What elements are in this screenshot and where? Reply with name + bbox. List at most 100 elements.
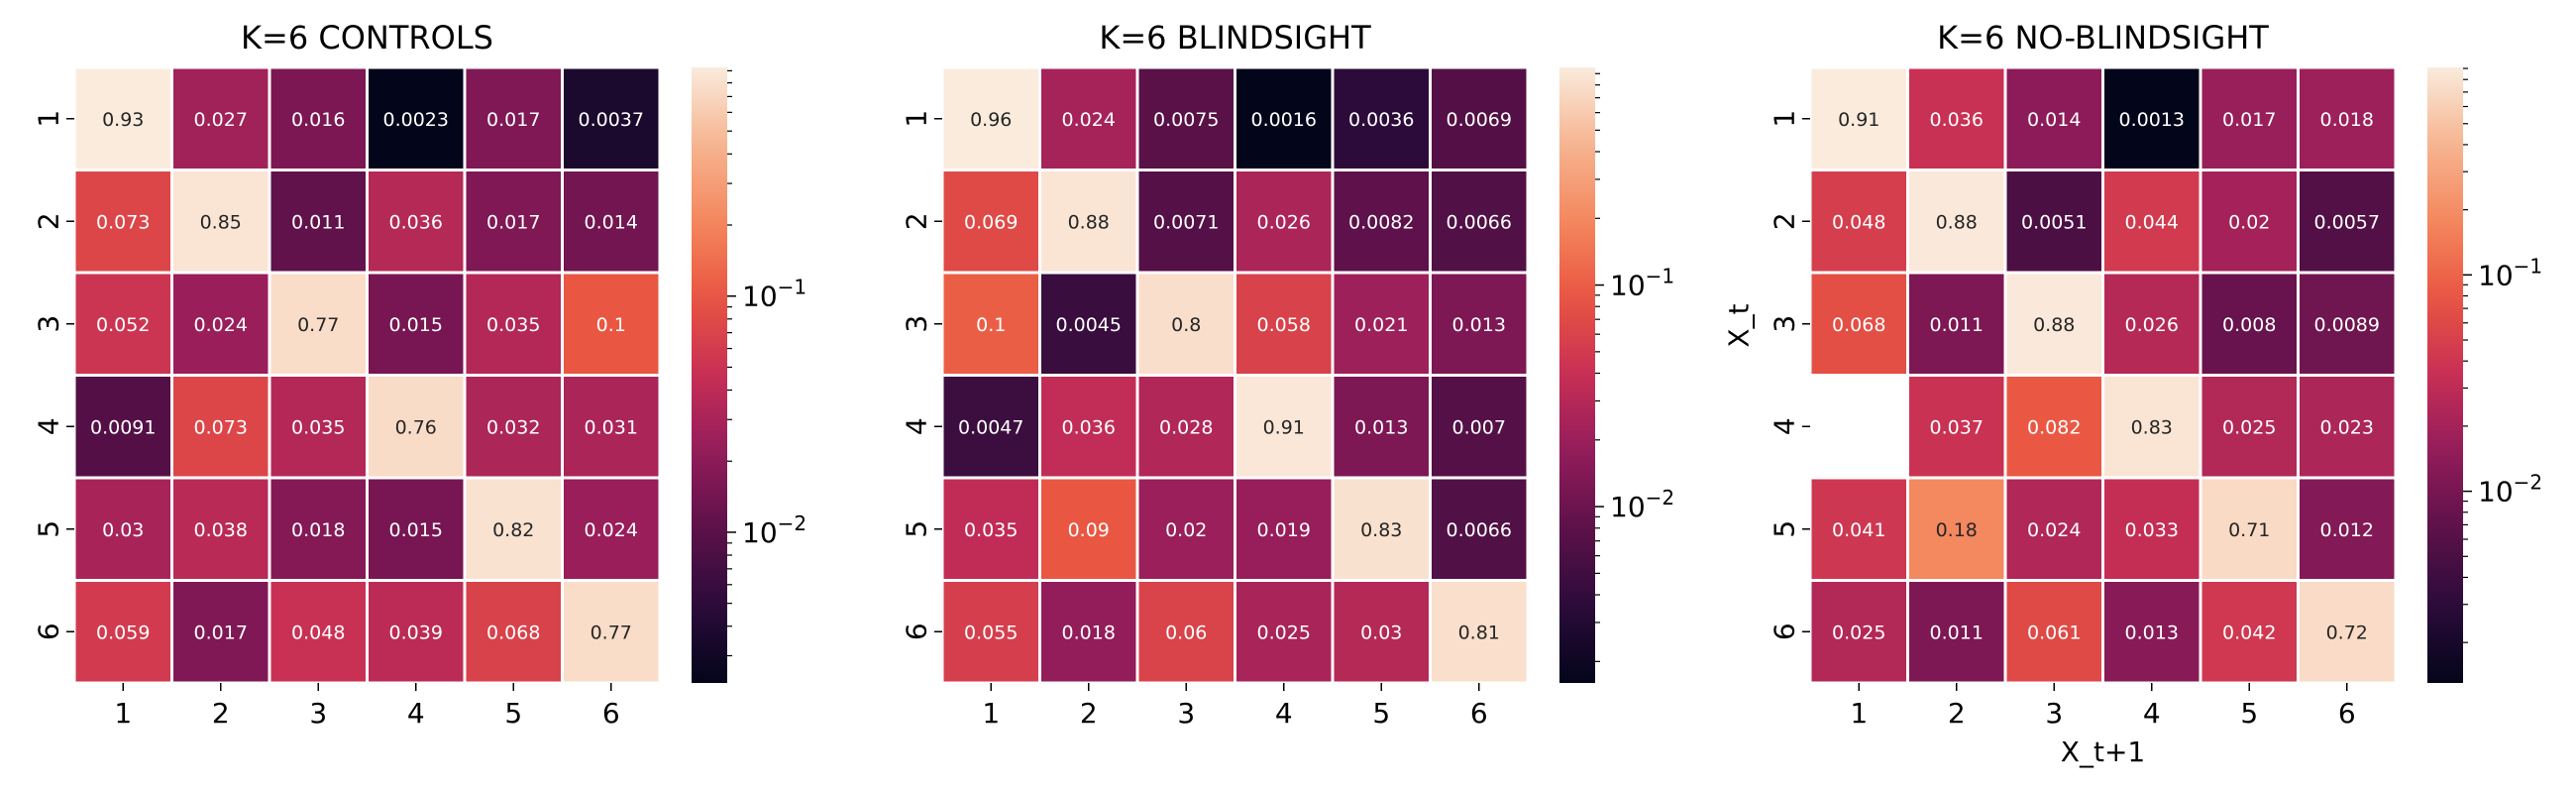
heatmap-panel-1: K=6 CONTROLS 0.93 0.027 0.016 0.0023 0.017 0.0… — [33, 19, 807, 730]
heatmap-cell — [1135, 271, 1236, 377]
cell-value-label: 0.069 — [964, 211, 1018, 233]
cell-value-label: 0.014 — [585, 211, 638, 233]
heatmap-cell — [2199, 374, 2300, 480]
cell-value-label: 0.76 — [395, 416, 437, 438]
heatmap-cell — [170, 271, 271, 377]
colorbar-gradient — [692, 67, 727, 683]
cell-value-label: 0.024 — [194, 314, 248, 336]
heatmap-cell — [1038, 271, 1139, 377]
heatmap-cell — [2199, 169, 2300, 275]
cell-value-label: 0.037 — [1930, 416, 1984, 438]
cell-value-label: 0.018 — [1062, 622, 1116, 643]
colorbar-tick-label: 10−1 — [1610, 265, 1674, 302]
cell-value-label: 0.033 — [2125, 519, 2179, 541]
heatmap-cell — [2297, 374, 2398, 480]
heatmap-cell — [1331, 579, 1432, 685]
cell-value-label: 0.0075 — [1153, 109, 1219, 131]
heatmap-cell — [1906, 374, 2007, 480]
heatmap-cell — [1906, 65, 2007, 171]
x-tick-label: 3 — [309, 697, 327, 730]
y-tick-label: 6 — [33, 623, 65, 640]
cell-value-label: 0.0066 — [1447, 519, 1512, 541]
cell-value-label: 0.007 — [1452, 416, 1506, 438]
heatmap-cell — [1429, 374, 1530, 480]
x-tick-label: 5 — [504, 697, 522, 730]
heatmap-cell — [2297, 579, 2398, 685]
cell-value-label: 0.0036 — [1348, 109, 1414, 131]
heatmap-cell — [1038, 169, 1139, 275]
cell-value-label: 0.027 — [194, 109, 248, 131]
heatmap-cell — [2003, 476, 2104, 582]
cell-value-label: 0.068 — [1832, 314, 1885, 336]
heatmap-cell — [366, 374, 467, 480]
heatmap-cell — [463, 271, 564, 377]
cell-value-label: 0.011 — [291, 211, 345, 233]
cell-value-label: 0.024 — [1062, 109, 1116, 131]
cell-value-label: 0.0045 — [1056, 314, 1122, 336]
heatmap-cell — [1135, 374, 1236, 480]
cell-value-label: 0.0023 — [383, 109, 449, 131]
cell-value-label: 0.021 — [1354, 314, 1408, 336]
panel-title: K=6 NO-BLINDSIGHT — [1937, 19, 2269, 57]
cell-value-label: 0.025 — [2222, 416, 2276, 438]
cell-value-label: 0.77 — [297, 314, 339, 336]
cell-value-label: 0.02 — [2228, 211, 2270, 233]
heatmap-cell — [1429, 169, 1530, 275]
cell-value-label: 0.015 — [389, 519, 443, 541]
cell-value-label: 0.06 — [1165, 622, 1207, 643]
heatmap-cell — [170, 65, 271, 171]
cell-value-label: 0.88 — [1068, 211, 1110, 233]
cell-value-label: 0.041 — [1832, 519, 1885, 541]
colorbar-tick-label: 10−2 — [742, 511, 806, 549]
cell-value-label: 0.048 — [1832, 211, 1885, 233]
heatmap-cell — [72, 374, 173, 480]
cell-value-label: 0.019 — [1257, 519, 1311, 541]
y-tick-label: 6 — [901, 623, 933, 640]
cell-value-label: 0.88 — [1936, 211, 1978, 233]
cell-value-label: 0.012 — [2320, 519, 2374, 541]
cell-value-label: 0.017 — [2222, 109, 2276, 131]
cell-value-label: 0.96 — [970, 109, 1012, 131]
cell-value-label: 0.0066 — [1447, 211, 1512, 233]
cell-value-label: 0.026 — [1257, 211, 1311, 233]
cell-value-label: 0.017 — [486, 109, 540, 131]
cell-value-label: 0.85 — [200, 211, 242, 233]
heatmap-cell — [2003, 374, 2104, 480]
cell-value-label: 0.017 — [194, 622, 248, 643]
heatmap-cell — [561, 374, 662, 480]
heatmap-cell — [1234, 579, 1335, 685]
cell-value-label: 0.059 — [96, 622, 150, 643]
cell-value-label: 0.015 — [389, 314, 443, 336]
y-tick-label: 4 — [1769, 417, 1801, 435]
x-tick-label: 1 — [114, 697, 132, 730]
heatmap-cell — [1038, 579, 1139, 685]
heatmap-cell — [1038, 65, 1139, 171]
heatmap-cell — [1808, 579, 1909, 685]
cell-value-label: 0.0057 — [2314, 211, 2380, 233]
heatmap-panel-3: K=6 NO-BLINDSIGHT 0.91 0.036 0.014 0.0013 0.0… — [1723, 19, 2543, 768]
x-tick-label: 2 — [1948, 697, 1966, 730]
y-tick-label: 1 — [1769, 110, 1801, 128]
cell-value-label: 0.0013 — [2119, 109, 2185, 131]
heatmap-cell — [561, 579, 662, 685]
heatmap-cell — [1038, 374, 1139, 480]
panel-title: K=6 CONTROLS — [241, 19, 493, 57]
cell-value-label: 0.0082 — [1348, 211, 1414, 233]
x-tick-label: 5 — [1372, 697, 1390, 730]
cell-value-label: 0.03 — [102, 519, 144, 541]
cell-value-label: 0.77 — [590, 622, 632, 643]
cell-value-label: 0.011 — [1930, 622, 1984, 643]
heatmap-cell — [1234, 169, 1335, 275]
cell-value-label: 0.032 — [486, 416, 540, 438]
cell-value-label: 0.91 — [1263, 416, 1305, 438]
y-tick-label: 5 — [33, 520, 65, 538]
heatmap-cell — [170, 374, 271, 480]
colorbar-tick-label: 10−2 — [1610, 486, 1674, 523]
cell-value-label: 0.013 — [1452, 314, 1506, 336]
heatmap-cell — [1808, 271, 1909, 377]
cell-value-label: 0.0016 — [1251, 109, 1317, 131]
colorbar: 10−1 10−2 — [2427, 67, 2542, 683]
y-tick-label: 1 — [33, 110, 65, 128]
x-tick-label: 3 — [2045, 697, 2063, 730]
